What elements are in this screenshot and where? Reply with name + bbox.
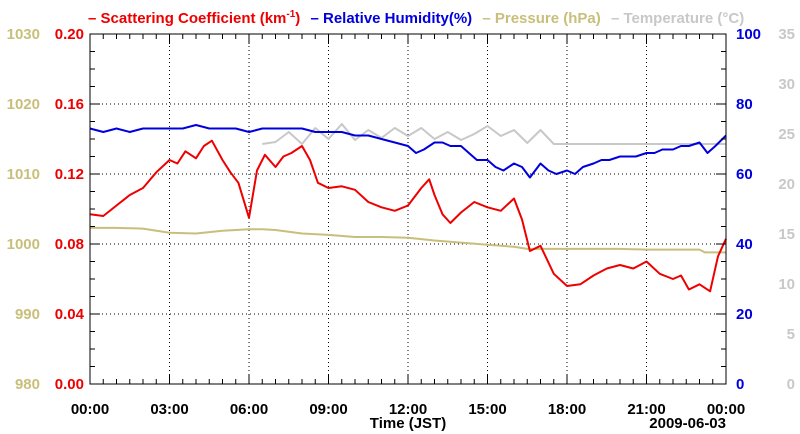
humidity-tick-label: 20	[736, 306, 753, 323]
x-tick-label: 06:00	[230, 401, 268, 418]
legend-scattering: – Scattering Coefficient (km-1)	[88, 9, 304, 27]
x-tick-label: 18:00	[548, 401, 586, 418]
x-tick-label: 12:00	[389, 401, 427, 418]
temperature-tick-label: 10	[778, 276, 795, 293]
pressure-tick-label: 1030	[7, 26, 40, 43]
scattering-tick-label: 0.04	[55, 306, 85, 323]
humidity-tick-label: 60	[736, 166, 753, 183]
grid-lines	[90, 34, 726, 384]
humidity-tick-label: 40	[736, 236, 753, 253]
temperature-tick-label: 30	[778, 76, 795, 93]
legend-temperature: – Temperature (°C)	[611, 10, 744, 27]
x-tick-label: 00:00	[707, 401, 745, 418]
series-line-scattering-coefficient	[89, 139, 727, 293]
x-tick-label: 00:00	[71, 401, 109, 418]
series-layer	[89, 123, 727, 293]
pressure-tick-label: 1000	[7, 236, 40, 253]
pressure-tick-label: 990	[15, 306, 40, 323]
scattering-tick-label: 0.00	[55, 376, 84, 393]
x-tick-label: 03:00	[150, 401, 188, 418]
scattering-tick-label: 0.12	[55, 166, 84, 183]
legend-humidity: – Relative Humidity(%)	[310, 10, 476, 27]
temperature-tick-label: 25	[778, 126, 795, 143]
series-line-pressure	[90, 226, 726, 254]
axis-labels: 00:00 03:00 06:00 09:00 12:00 15:00 18:00 21:00…	[7, 26, 795, 418]
chart-legend: – Scattering Coefficient (km-1) – Relati…	[88, 9, 744, 27]
pressure-tick-label: 980	[15, 376, 40, 393]
pressure-tick-label: 1010	[7, 166, 40, 183]
humidity-tick-label: 100	[736, 26, 761, 43]
temperature-tick-label: 5	[787, 326, 795, 343]
series-line-temperature	[262, 123, 726, 145]
temperature-tick-label: 20	[778, 176, 795, 193]
temperature-tick-label: 35	[778, 26, 795, 43]
x-tick-label: 21:00	[627, 401, 665, 418]
scattering-tick-label: 0.08	[55, 236, 84, 253]
x-axis-title: Time (JST)	[370, 415, 446, 432]
axis-ticks	[89, 33, 727, 385]
legend-pressure: – Pressure (hPa)	[482, 10, 605, 27]
pressure-tick-label: 1020	[7, 96, 40, 113]
scattering-tick-label: 0.20	[55, 26, 84, 43]
temperature-tick-label: 15	[778, 226, 795, 243]
humidity-tick-label: 0	[736, 376, 744, 393]
x-tick-label: 09:00	[309, 401, 347, 418]
humidity-tick-label: 80	[736, 96, 753, 113]
scattering-tick-label: 0.16	[55, 96, 84, 113]
x-tick-label: 15:00	[468, 401, 506, 418]
date-label: 2009-06-03	[649, 415, 726, 432]
temperature-tick-label: 0	[787, 376, 795, 393]
